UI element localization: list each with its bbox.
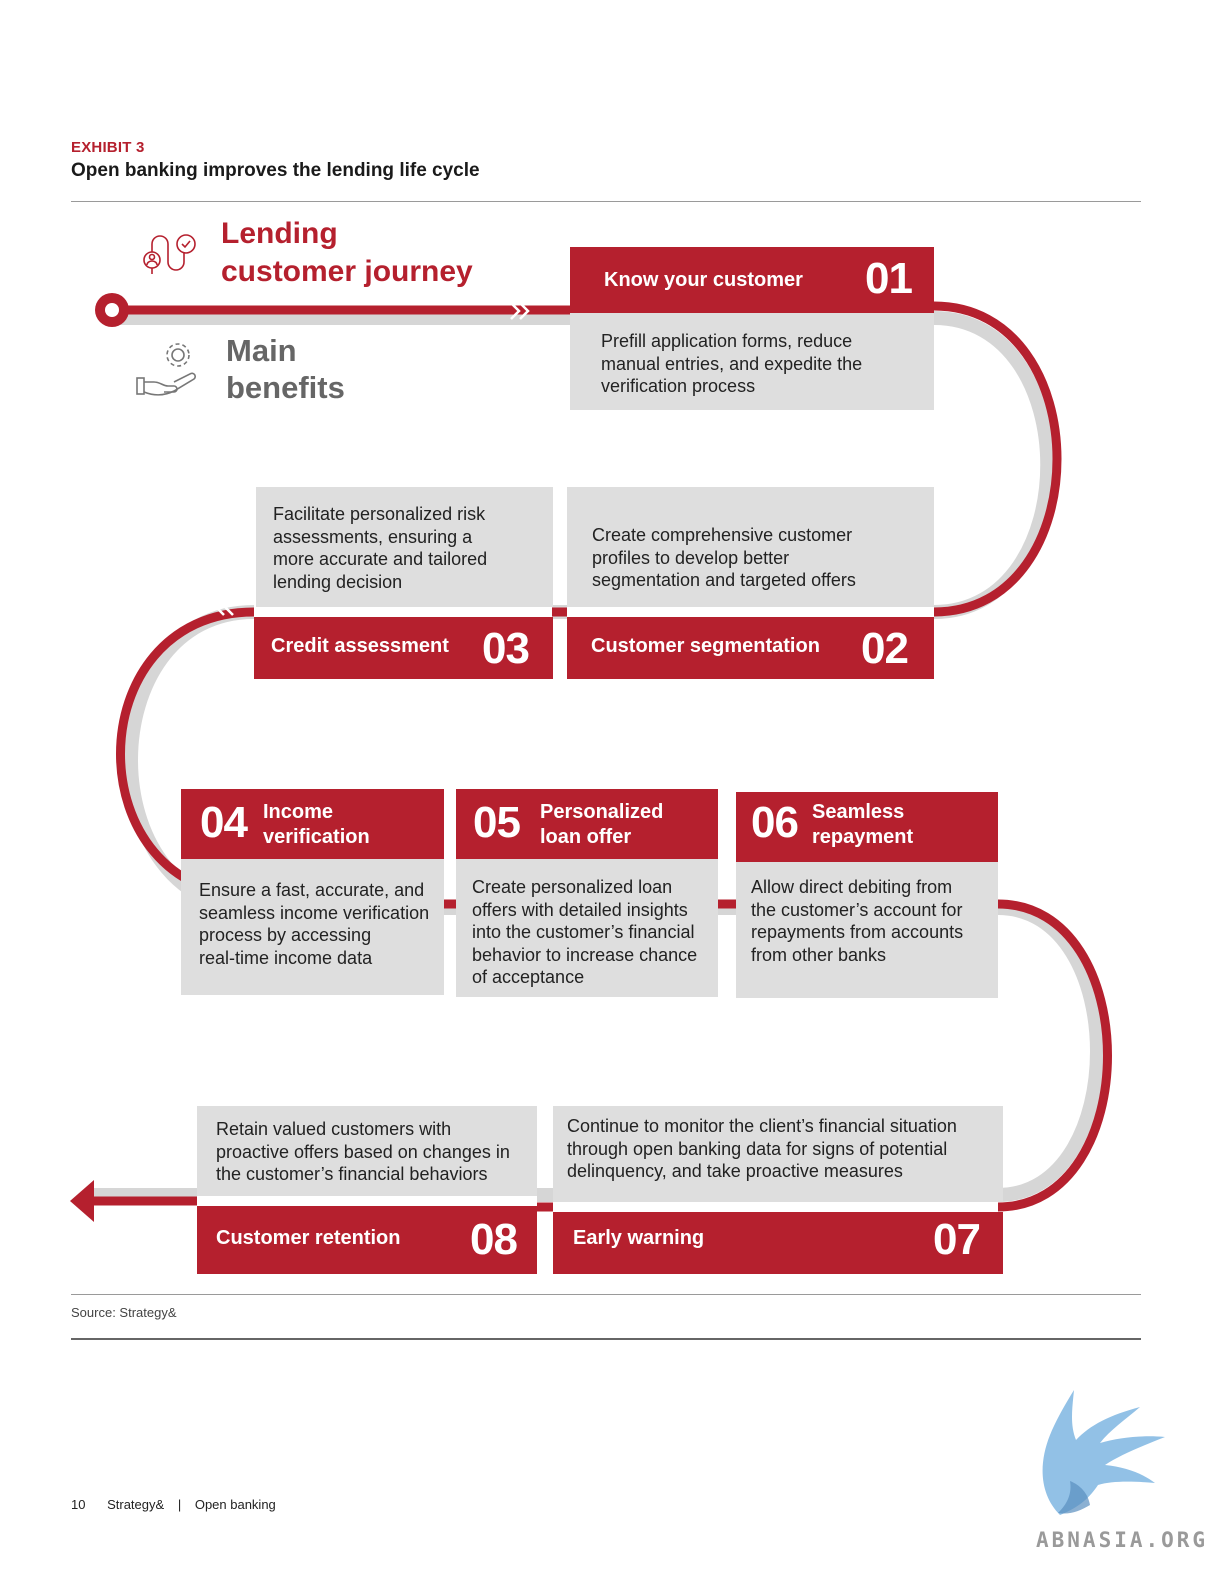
benefit-line: delinquency, and take proactive measures xyxy=(567,1161,903,1181)
source-note: Source: Strategy& xyxy=(71,1305,177,1320)
step-number: 08 xyxy=(470,1215,518,1264)
benefit-line: behavior to increase chance xyxy=(472,944,698,965)
benefit-line: Ensure a fast, accurate, and xyxy=(199,880,425,900)
page-footer: 10 Strategy& | Open banking xyxy=(71,1497,276,1512)
end-arrow xyxy=(70,1180,94,1222)
hand-gear-icon xyxy=(136,343,196,396)
benefit-line: Create personalized loan xyxy=(472,877,673,897)
step-title: Personalized loan offer xyxy=(540,800,663,850)
benefit-line: the customer’s account for xyxy=(751,899,963,920)
step-title: Seamless repayment xyxy=(812,800,913,850)
step-08-benefit: Retain valued customers with proactive o… xyxy=(197,1106,537,1196)
source-divider-top xyxy=(71,1294,1141,1295)
benefits-legend-line2: benefits xyxy=(226,370,345,405)
step-05-benefit: Create personalized loan offers with det… xyxy=(456,859,718,997)
benefit-line: profiles to develop better xyxy=(592,547,790,568)
benefit-line: the customer’s financial behaviors xyxy=(216,1164,488,1184)
footer-separator: | xyxy=(177,1497,182,1512)
step-title-line: repayment xyxy=(812,826,914,848)
step-03-benefit: Facilitate personalized risk assessments… xyxy=(256,487,553,607)
step-05-header: 05 Personalized loan offer xyxy=(456,789,718,859)
step-01-benefit: Prefill application forms, reduce manual… xyxy=(570,313,934,410)
source-divider-bottom xyxy=(71,1338,1141,1340)
step-04-benefit: Ensure a fast, accurate, and seamless in… xyxy=(181,859,444,995)
benefits-legend-line1: Main xyxy=(226,333,297,368)
griffin-logo-icon xyxy=(1042,1390,1165,1515)
benefits-legend: Main benefits xyxy=(226,332,345,406)
benefit-line: segmentation and targeted offers xyxy=(592,570,856,590)
step-06-benefit: Allow direct debiting from the customer’… xyxy=(736,862,998,998)
benefit-line: verification process xyxy=(601,376,756,396)
benefit-line: repayments from accounts xyxy=(751,922,964,942)
benefit-line: lending decision xyxy=(273,571,403,592)
benefit-line: Create comprehensive customer xyxy=(592,525,853,545)
step-06-header: 06 Seamless repayment xyxy=(736,792,998,862)
step-03-header: Credit assessment 03 xyxy=(254,617,553,679)
benefit-line: proactive offers based on changes in xyxy=(216,1141,510,1162)
step-07-benefit: Continue to monitor the client’s financi… xyxy=(553,1106,1003,1202)
benefit-line: through open banking data for signs of p… xyxy=(567,1138,948,1159)
step-title: Income verification xyxy=(263,800,370,850)
step-title: Customer retention xyxy=(216,1227,401,1249)
journey-line xyxy=(92,301,1112,1212)
benefit-line: manual entries, and expedite the xyxy=(601,353,863,374)
page-number: 10 xyxy=(71,1497,86,1512)
benefit-line: Retain valued customers with xyxy=(216,1119,452,1139)
step-number: 05 xyxy=(473,798,521,847)
exhibit-label: EXHIBIT 3 xyxy=(71,139,145,156)
benefit-line: into the customer’s financial xyxy=(472,922,695,942)
benefit-line: real-time income data xyxy=(199,947,373,968)
exhibit-title: Open banking improves the lending life c… xyxy=(71,160,480,181)
step-title: Customer segmentation xyxy=(591,635,820,657)
step-02-header: Customer segmentation 02 xyxy=(567,617,934,679)
benefit-line: of acceptance xyxy=(472,967,585,987)
header-divider xyxy=(71,201,1141,202)
benefit-line: Facilitate personalized risk xyxy=(273,504,486,524)
footer-brand: Strategy& xyxy=(107,1497,165,1512)
benefit-line: Continue to monitor the client’s financi… xyxy=(567,1116,957,1136)
step-07-header: Early warning 07 xyxy=(553,1212,1003,1274)
chevron-left-icon xyxy=(214,598,234,616)
step-title-line: Seamless xyxy=(812,801,905,823)
chevron-down-icon xyxy=(1117,1047,1135,1067)
step-number: 06 xyxy=(751,798,799,847)
benefit-line: process by accessing xyxy=(199,925,372,945)
chevron-down-icon xyxy=(1073,452,1091,472)
journey-legend-line2: customer journey xyxy=(221,255,473,288)
step-title-line: verification xyxy=(263,826,370,848)
journey-legend: Lending customer journey xyxy=(221,215,473,291)
step-number: 01 xyxy=(865,254,913,303)
step-title: Know your customer xyxy=(604,269,803,291)
step-number: 07 xyxy=(933,1215,981,1264)
benefit-line: Allow direct debiting from xyxy=(751,877,953,897)
journey-legend-line1: Lending xyxy=(221,217,338,250)
step-number: 03 xyxy=(482,624,530,673)
chevron-right-icon xyxy=(510,302,530,320)
footer-title: Open banking xyxy=(194,1497,276,1512)
benefit-line: assessments, ensuring a xyxy=(273,526,473,547)
benefits-track xyxy=(92,311,1104,1202)
step-title-line: loan offer xyxy=(540,826,632,848)
step-08-header: Customer retention 08 xyxy=(197,1206,537,1274)
step-title: Credit assessment xyxy=(271,635,449,657)
step-number: 04 xyxy=(200,798,248,847)
benefit-line: seamless income verification xyxy=(199,902,430,923)
step-04-header: 04 Income verification xyxy=(181,789,444,859)
benefit-line: more accurate and tailored xyxy=(273,549,488,569)
journey-route-icon xyxy=(143,234,196,274)
benefit-line: Prefill application forms, reduce xyxy=(601,331,853,351)
benefit-line: offers with detailed insights xyxy=(472,899,688,920)
step-title-line: Income xyxy=(263,801,334,823)
step-number: 02 xyxy=(861,624,909,673)
step-title-line: Personalized xyxy=(540,801,664,823)
step-01-header: Know your customer 01 xyxy=(570,247,934,313)
watermark-text: ABNASIA.ORG xyxy=(1036,1528,1209,1552)
step-02-benefit: Create comprehensive customer profiles t… xyxy=(567,487,934,607)
step-title: Early warning xyxy=(573,1227,705,1249)
benefit-line: from other banks xyxy=(751,944,887,965)
